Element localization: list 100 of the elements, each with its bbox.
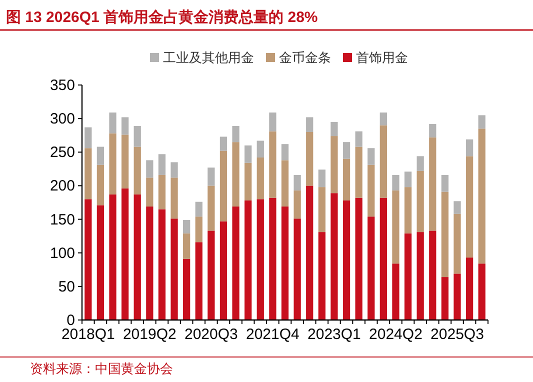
bar (121, 117, 129, 135)
bar (109, 133, 116, 194)
bar (269, 131, 276, 198)
bar (368, 164, 375, 217)
bar (454, 201, 461, 214)
bar (109, 112, 116, 134)
bar (416, 170, 424, 232)
bar (109, 194, 116, 320)
bar (183, 258, 190, 320)
bar (232, 126, 240, 142)
bar (244, 162, 252, 200)
bar (416, 232, 424, 320)
bar (392, 264, 400, 320)
bar (392, 174, 400, 190)
legend-label: 工业及其他用金 (163, 50, 254, 65)
bar (330, 136, 338, 194)
bar (294, 174, 301, 190)
bar (146, 178, 154, 207)
bar (281, 144, 289, 160)
bar (392, 190, 400, 264)
legend-label: 金币金条 (279, 50, 331, 65)
bar (404, 233, 412, 320)
bar (170, 162, 178, 178)
bar (195, 216, 202, 242)
bar (244, 200, 252, 320)
bar (208, 186, 215, 231)
bar (306, 186, 314, 320)
bar (380, 198, 387, 320)
bar (306, 132, 314, 186)
bar (96, 205, 104, 320)
bar (256, 158, 264, 200)
bar (466, 258, 474, 320)
bar (134, 126, 141, 147)
bar (158, 174, 166, 210)
bar (220, 221, 228, 320)
bar (170, 218, 178, 320)
bar (195, 242, 202, 320)
bar (342, 158, 350, 200)
bar (294, 190, 301, 219)
x-tick-label: 2021Q4 (246, 326, 300, 343)
text: 资料来源：中国黄金协会 (30, 361, 173, 376)
bar (404, 172, 412, 188)
x-tick-label: 2020Q3 (184, 326, 238, 343)
bar (466, 139, 474, 156)
bar (220, 136, 228, 151)
bar (368, 148, 375, 165)
bar (269, 112, 276, 132)
bar (355, 198, 362, 320)
bar (195, 202, 202, 217)
bar (84, 148, 92, 200)
bar (269, 198, 276, 320)
bar (416, 156, 424, 171)
x-tick-label: 2023Q1 (308, 326, 361, 343)
bar (183, 233, 190, 259)
bar (454, 274, 461, 320)
x-tick-label: 2024Q2 (369, 326, 422, 343)
bar (466, 156, 474, 258)
bar (84, 199, 92, 320)
bar (478, 115, 486, 129)
bar (368, 216, 375, 320)
bar (441, 277, 449, 320)
y-tick-label: 100 (50, 244, 75, 262)
bar (429, 137, 436, 231)
bar (256, 140, 264, 158)
bar (330, 122, 338, 136)
bar (429, 230, 436, 320)
chart-title: 图 13 2026Q1 首饰用金占黄金消费总量的 28% (6, 9, 318, 26)
bar (294, 218, 301, 320)
bar (244, 145, 252, 163)
bar (355, 131, 362, 147)
bar (355, 146, 362, 198)
bar (256, 199, 264, 320)
bar (146, 206, 154, 320)
bar (158, 154, 166, 175)
y-tick-label: 50 (58, 278, 75, 296)
bar (84, 127, 92, 148)
bar (454, 214, 461, 274)
bar (281, 206, 289, 320)
y-tick-label: 150 (50, 211, 75, 228)
bar (441, 174, 449, 192)
y-tick-label: 200 (50, 178, 75, 195)
legend-label: 首饰用金 (356, 50, 408, 65)
bar (478, 264, 486, 320)
bar (121, 134, 129, 188)
bar (220, 150, 228, 222)
bar (121, 188, 129, 320)
bar (342, 142, 350, 159)
bar (158, 209, 166, 320)
bar (96, 164, 104, 206)
bar (170, 178, 178, 219)
bar (306, 117, 314, 132)
bar (380, 112, 387, 126)
bar (404, 187, 412, 234)
bar (281, 160, 289, 207)
y-tick-label: 300 (50, 110, 75, 128)
x-tick-label: 2019Q2 (122, 326, 176, 343)
bar (478, 128, 486, 264)
bar (208, 168, 215, 186)
bar (96, 146, 104, 165)
x-tick-label: 2025Q3 (430, 326, 484, 343)
